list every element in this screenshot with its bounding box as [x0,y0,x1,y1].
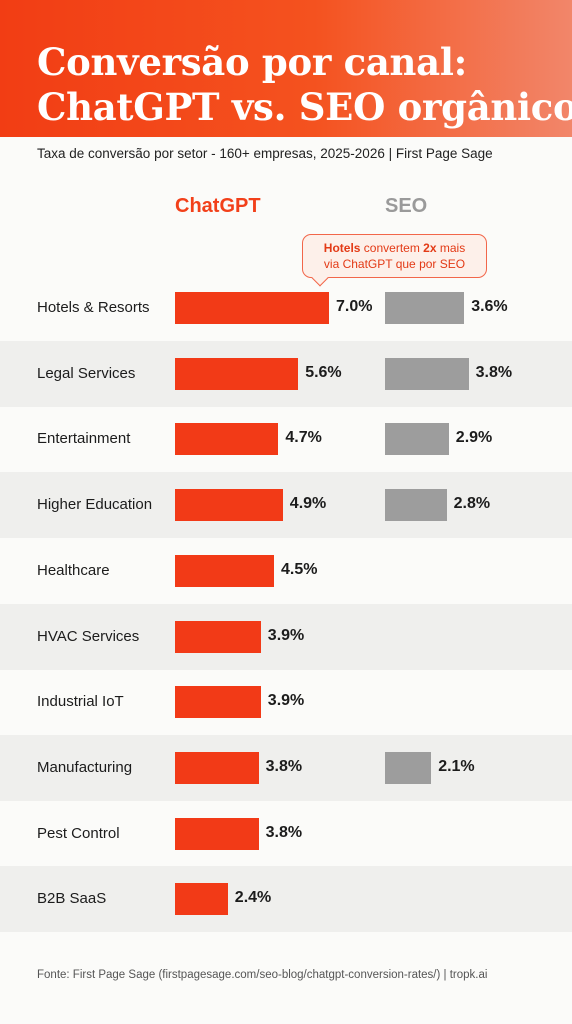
value-label-seo: 2.1% [438,757,475,775]
value-label-chatgpt: 3.9% [267,626,305,644]
category-label: Manufacturing [37,758,133,776]
category-label: B2B SaaS [37,890,107,908]
category-label: Hotels & Resorts [37,299,150,316]
bar-seo [385,423,449,456]
bar-chatgpt [175,292,329,324]
title-line-2: ChatGPT vs. SEO orgânico [37,85,572,129]
chart-row: Higher Education 4.9% 2.8% [0,472,572,539]
chart-title: Conversão por canal: ChatGPT vs. SEO org… [37,40,572,130]
callout-bold-hotels: Hotels [323,241,361,255]
category-label: Industrial IoT [37,693,124,711]
bar-chatgpt [175,620,261,653]
bar-chatgpt [175,489,283,522]
chart-row: Pest Control 3.8% [0,801,572,867]
bar-chatgpt [175,817,259,850]
value-label-seo: 3.6% [471,298,508,315]
bar-seo [385,292,465,324]
chart-row: Healthcare 4.5% [0,538,572,604]
value-label-chatgpt: 3.9% [267,692,305,710]
chart-row: Entertainment 4.7% 2.9% [0,406,572,472]
category-label: Healthcare [37,561,110,579]
bar-chatgpt [175,686,261,719]
title-line-1: Conversão por canal: [37,40,467,84]
callout-bold-2x: 2x [423,241,437,255]
category-label: HVAC Services [37,627,140,645]
header-banner: Conversão por canal: ChatGPT vs. SEO org… [0,0,572,137]
callout-line-1: Hotels convertem 2x mais [311,240,478,256]
category-label: Legal Services [37,364,136,382]
value-label-seo: 2.8% [453,495,491,513]
bar-chatgpt [175,883,228,916]
bar-seo [385,357,469,390]
series-header-chatgpt: ChatGPT [175,195,261,217]
value-label-chatgpt: 4.7% [285,429,322,447]
category-label: Entertainment [37,430,131,448]
value-label-chatgpt: 3.8% [265,823,303,841]
category-label: Pest Control [37,824,120,842]
annotation-callout: Hotels convertem 2x mais via ChatGPT que… [302,234,487,287]
callout-text-b: mais [436,241,466,255]
bar-seo [385,751,432,784]
chart-row: B2B SaaS 2.4% [0,866,572,933]
bar-chatgpt [175,751,259,784]
value-label-seo: 3.8% [475,363,513,381]
value-label-chatgpt: 4.5% [281,560,318,578]
value-label-chatgpt: 3.8% [265,757,303,775]
chart-row: Manufacturing 3.8% 2.1% [0,734,572,801]
value-label-chatgpt: 4.9% [289,495,327,513]
source-note: Fonte: First Page Sage (firstpagesage.co… [37,969,488,981]
chart-subtitle: Taxa de conversão por setor - 160+ empre… [37,146,493,161]
callout-text-a: convertem [360,241,424,255]
chart-row: Legal Services 5.6% 3.8% [0,340,572,407]
value-label-chatgpt: 7.0% [336,298,373,315]
bar-chatgpt [175,554,274,587]
chart-row: HVAC Services 3.9% [0,603,572,670]
bar-chatgpt [175,357,299,390]
chart-row: Hotels & Resorts 7.0% 3.6% [0,275,572,341]
chart-row: Industrial IoT 3.9% [0,669,572,735]
value-label-chatgpt: 2.4% [234,889,272,907]
category-label: Higher Education [37,496,153,514]
value-label-chatgpt: 5.6% [305,363,342,381]
value-label-seo: 2.9% [455,429,493,447]
series-header-seo: SEO [385,195,428,217]
bar-chatgpt [175,423,279,456]
bar-seo [385,489,447,522]
callout-line-2: via ChatGPT que por SEO [323,257,466,271]
